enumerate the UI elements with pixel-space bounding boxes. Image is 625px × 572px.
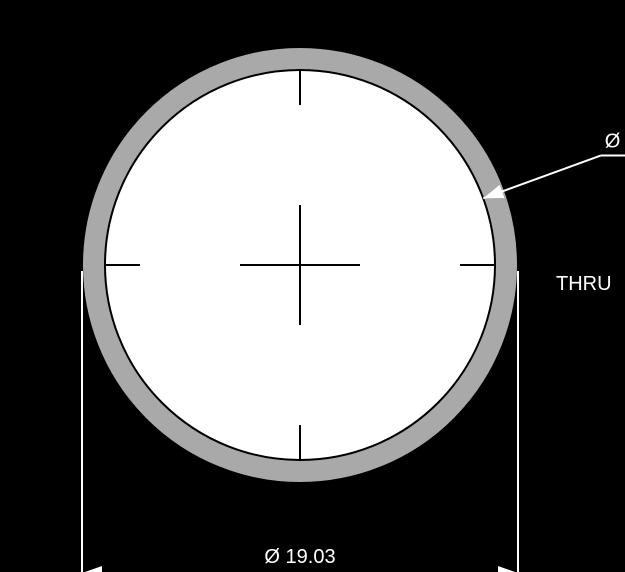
- pipe-cross-section-diagram: Ø 19.03 Ø 16.97 THRU: [0, 0, 625, 572]
- thru-text: THRU: [556, 273, 612, 295]
- inner-diameter-value: Ø 16.97: [605, 131, 625, 153]
- outer-diameter-value: Ø 19.03: [264, 546, 335, 568]
- thru-label: THRU: [556, 273, 612, 295]
